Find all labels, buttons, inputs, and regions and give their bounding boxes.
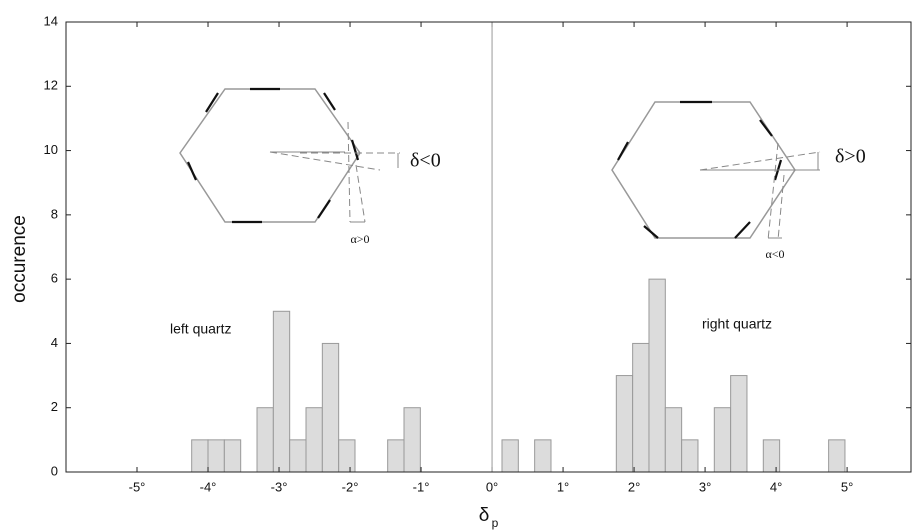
right-diagram: [611, 100, 821, 241]
bar: [387, 439, 405, 473]
annotation: left quartz: [170, 321, 231, 337]
annotation: δ<0: [410, 150, 441, 172]
annotation: α>0: [350, 232, 369, 246]
x-axis-title: δ: [479, 505, 490, 526]
bar: [762, 439, 781, 473]
bar: [501, 439, 519, 473]
bar: [632, 342, 650, 473]
annotation: δ>0: [835, 146, 866, 168]
bar: [321, 342, 340, 473]
bar: [730, 375, 748, 473]
x-tick-label: 3°: [699, 479, 711, 494]
x-tick-label: 0°: [486, 479, 498, 494]
x-tick-label: -4°: [200, 479, 217, 494]
y-tick-label: 10: [44, 142, 58, 157]
bar: [256, 407, 274, 473]
bar: [713, 407, 732, 473]
x-tick-label: 2°: [628, 479, 640, 494]
annotation: right quartz: [702, 316, 772, 332]
bar: [534, 439, 552, 473]
bar: [207, 439, 225, 473]
y-tick-label: 12: [44, 78, 58, 93]
bar: [648, 278, 666, 473]
y-tick-label: 0: [51, 463, 58, 478]
plot-frame: [65, 21, 912, 473]
bar: [403, 407, 421, 473]
x-tick-label: -5°: [129, 479, 146, 494]
bar: [615, 375, 634, 473]
bar: [828, 439, 846, 473]
y-tick-label: 8: [51, 206, 58, 221]
bar: [223, 439, 242, 473]
x-tick-label: 5°: [841, 479, 853, 494]
bar: [305, 407, 323, 473]
bar: [289, 439, 307, 473]
x-tick-label: 1°: [557, 479, 569, 494]
bar: [681, 439, 699, 473]
x-tick-label: -1°: [413, 479, 430, 494]
bar: [272, 310, 291, 473]
x-tick-label: -2°: [342, 479, 359, 494]
bar: [664, 407, 683, 473]
bar: [338, 439, 356, 473]
x-tick-label: -3°: [271, 479, 288, 494]
x-axis-title-subscript: p: [492, 516, 499, 530]
y-tick-label: 2: [51, 399, 58, 414]
y-tick-label: 14: [44, 13, 58, 28]
left-diagram: [179, 87, 400, 224]
y-tick-label: 4: [51, 335, 58, 350]
annotation: α<0: [765, 247, 784, 261]
y-axis-title: occurence: [9, 215, 30, 303]
bar: [191, 439, 209, 473]
x-tick-label: 4°: [770, 479, 782, 494]
y-tick-label: 6: [51, 271, 58, 286]
